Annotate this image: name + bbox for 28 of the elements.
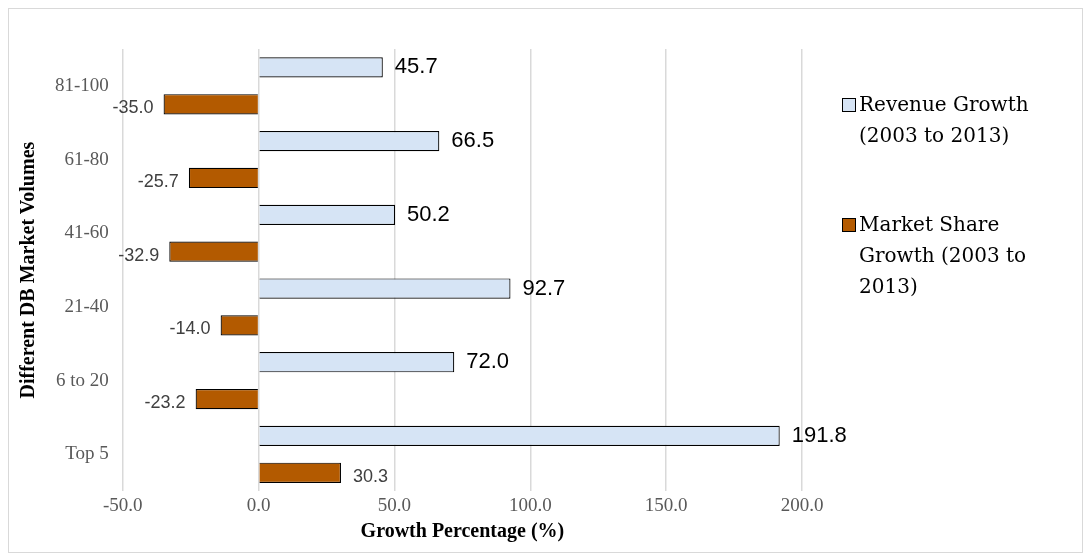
- x-tick-label: 50.0: [377, 493, 412, 515]
- y-tick-label: 61-80: [64, 147, 109, 169]
- x-axis-title: Growth Percentage (%): [360, 519, 565, 543]
- data-label: 72.0: [466, 348, 510, 374]
- x-tick-label: 150.0: [644, 493, 688, 515]
- data-label: 30.3: [352, 465, 389, 486]
- y-tick-label: 41-60: [64, 221, 109, 243]
- y-axis-title: Different DB Market Volumes: [16, 141, 39, 399]
- data-label: 92.7: [522, 274, 566, 300]
- data-label: 66.5: [451, 127, 495, 153]
- legend-label: Revenue Growth (2003 to 2013): [859, 91, 1030, 149]
- x-tick-label: 100.0: [508, 493, 552, 515]
- data-label: 45.7: [394, 53, 438, 79]
- data-label: 191.8: [791, 421, 847, 447]
- data-label: 50.2: [407, 200, 450, 226]
- data-label: -25.7: [137, 170, 179, 191]
- legend-label: Market Share Growth (2003 to 2013): [859, 211, 1028, 300]
- data-label: -32.9: [118, 244, 160, 265]
- x-tick-label: 200.0: [780, 493, 824, 515]
- y-tick-label: 81-100: [55, 73, 109, 95]
- y-tick-label: 6 to 20: [56, 368, 109, 390]
- x-tick-label: -50.0: [103, 493, 143, 515]
- data-label: -14.0: [169, 318, 211, 339]
- data-label: -35.0: [112, 97, 154, 118]
- y-tick-label: 21-40: [64, 294, 109, 316]
- x-tick-label: 0.0: [246, 493, 271, 515]
- y-tick-label: Top 5: [65, 442, 109, 464]
- data-label: -23.2: [144, 392, 186, 413]
